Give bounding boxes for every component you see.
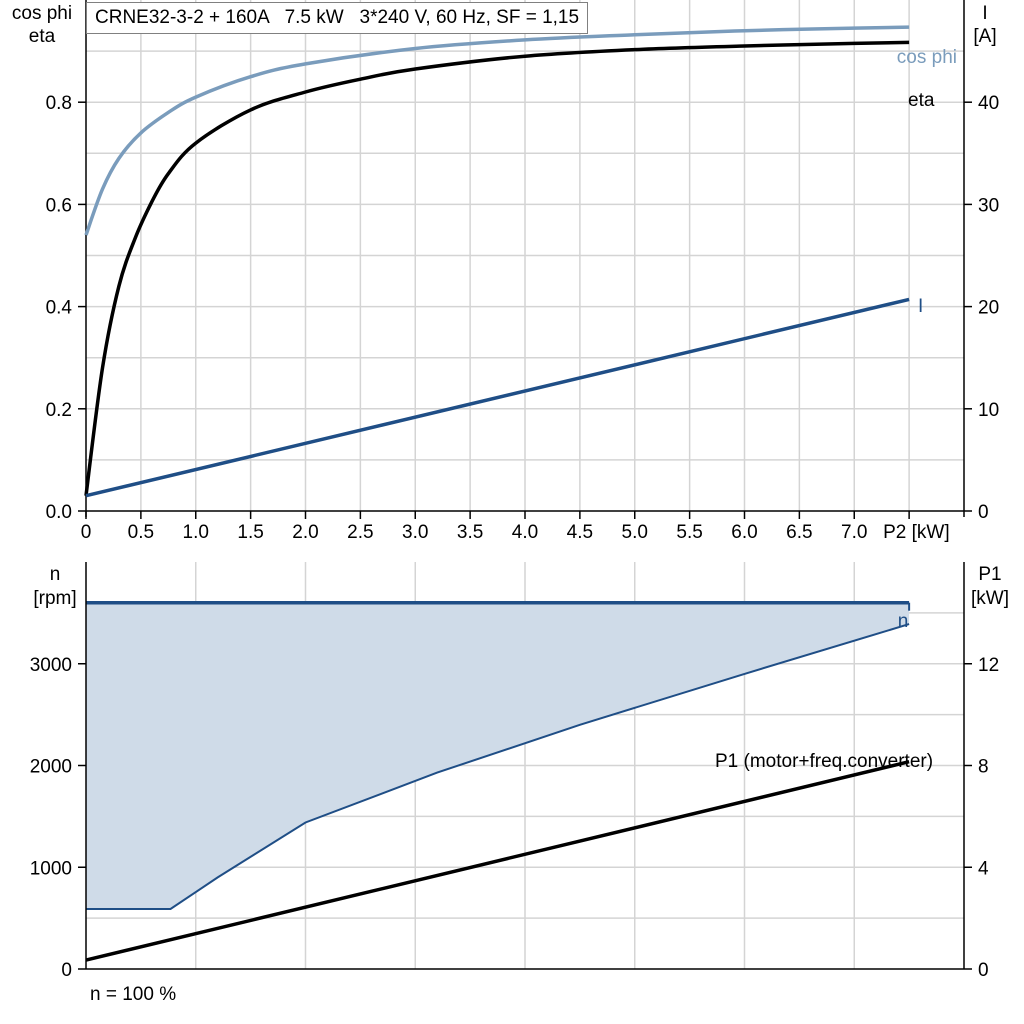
x-axis-label: P2 [kW] [883,522,950,543]
x-tick-label: 2.5 [347,522,373,543]
y-tick-label: 0 [978,960,989,981]
y-axis-title-right: I [982,3,987,24]
y-tick-label: 0.0 [46,502,72,523]
y-axis-title-left: cos phi [12,3,72,24]
x-tick-label: 3.0 [402,522,428,543]
y-axis-title-right: P1 [978,564,1001,585]
speed-min-line [86,623,910,910]
speed-range-area [86,602,910,909]
y-tick-label: 0 [978,502,989,523]
y-tick-label: 10 [978,400,999,421]
y-tick-label: 1000 [30,858,72,879]
y-tick-label: 4 [978,858,989,879]
speed-power-plot: n P1 (motor+freq.converter) 0 1000 2000 3000 0… [30,562,1009,981]
series-label-eta: eta [908,90,935,111]
y-axis-title-right: [kW] [971,588,1009,609]
series-label-P1: P1 (motor+freq.converter) [715,751,933,772]
y-axis-title-left: eta [29,26,56,47]
y-tick-label: 30 [978,195,999,216]
chart-title: CRNE32-3-2 + 160A 7.5 kW 3*240 V, 60 Hz,… [86,2,589,34]
y-tick-label: 0.4 [46,298,73,319]
x-tick-label: 7.0 [841,522,867,543]
y-axis-title-left: [rpm] [33,588,76,609]
x-tick-label: 5.0 [622,522,648,543]
x-tick-label: 1.0 [183,522,209,543]
series-line-eta [84,40,910,496]
y-tick-label: 0.8 [46,93,72,114]
series-label-cos-phi: cos phi [897,47,957,68]
x-tick-label: 4.0 [512,522,538,543]
speed-footnote: n = 100 % [90,984,177,1005]
y-tick-label: 0.2 [46,400,72,421]
x-tick-label: 4.5 [567,522,593,543]
series-line-I [85,297,910,498]
y-tick-label: 8 [978,757,989,778]
y-axis-title-right: [A] [973,26,996,47]
series-label-n: n [898,611,909,632]
x-tick-label: 5.5 [676,522,702,543]
y-tick-label: 12 [978,655,999,676]
x-tick-label: 0 [81,522,92,543]
x-tick-label: 1.5 [237,522,263,543]
y-tick-label: 0.6 [46,195,72,216]
series-line-P1 [85,759,910,962]
series-label-I: I [918,296,923,317]
y-tick-label: 3000 [30,655,72,676]
y-tick-label: 2000 [30,757,72,778]
x-tick-label: 0.5 [128,522,154,543]
y-tick-label: 40 [978,93,999,114]
y-axis-title-left: n [50,564,61,585]
x-tick-label: 2.0 [292,522,318,543]
efficiency-current-plot: 0.0 0.2 0.4 0.6 0.8 0 10 20 30 40 0 0.5 1.0 1.5 2.0 2.5… [12,0,999,543]
y-tick-label: 20 [978,298,999,319]
x-tick-label: 3.5 [457,522,483,543]
x-tick-label: 6.5 [786,522,812,543]
series-line-cos-phi [84,25,910,236]
x-tick-label: 6.0 [731,522,757,543]
y-tick-label: 0 [61,960,72,981]
